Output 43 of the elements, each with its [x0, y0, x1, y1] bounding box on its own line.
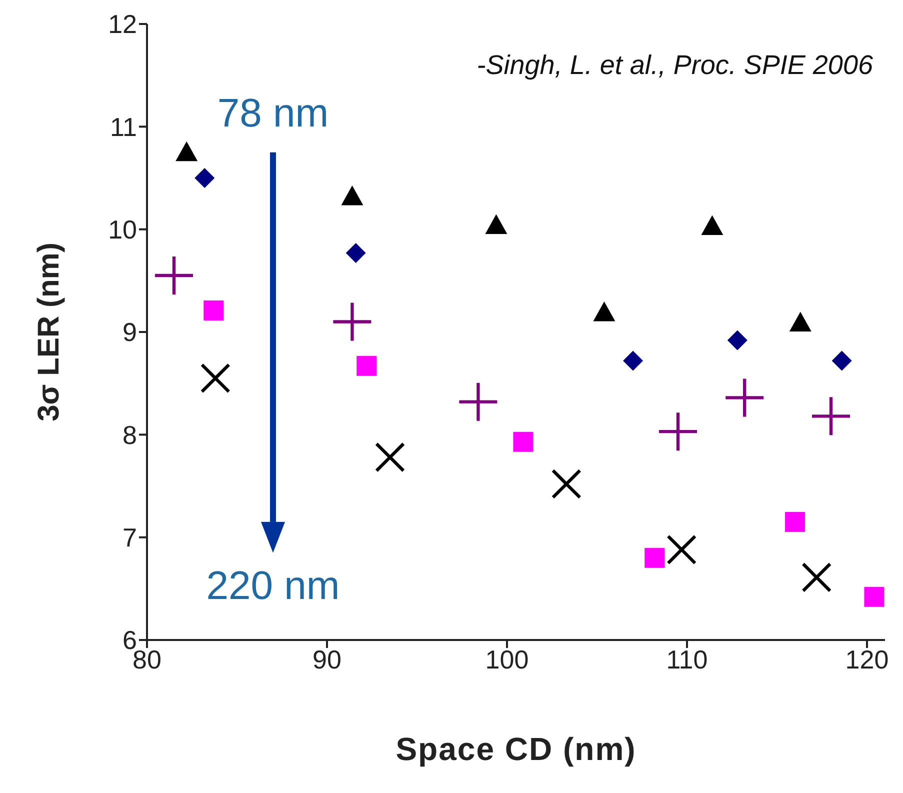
point	[513, 432, 534, 452]
y-tick-label: 8	[122, 420, 137, 450]
x-tick-label: 120	[845, 644, 889, 674]
point	[701, 215, 724, 236]
x-axis-title: Space CD (nm)	[396, 731, 636, 767]
x-tick-label: 100	[485, 644, 529, 674]
point	[356, 356, 377, 376]
point	[375, 442, 405, 472]
point	[812, 397, 850, 436]
point	[802, 562, 832, 592]
annotation: 220 nm	[206, 564, 340, 608]
x-tick-label: 90	[312, 644, 342, 674]
point	[155, 256, 193, 295]
point	[667, 535, 696, 564]
y-tick-label: 11	[110, 112, 137, 142]
y-tick-label: 10	[108, 214, 137, 245]
y-tick-label: 7	[122, 522, 137, 553]
point	[864, 586, 884, 607]
annotation: -Singh, L. et al., Proc. SPIE 2006	[476, 50, 874, 80]
point	[623, 350, 643, 371]
point	[785, 512, 805, 532]
point	[726, 378, 764, 417]
point	[832, 350, 852, 371]
point	[485, 214, 508, 234]
point	[346, 242, 366, 263]
annotation: 78 nm	[217, 92, 329, 136]
point	[204, 300, 224, 320]
point	[727, 330, 748, 350]
point	[789, 312, 812, 332]
point	[593, 301, 616, 322]
point	[459, 382, 498, 421]
y-tick-label: 9	[122, 317, 137, 348]
y-axis-title: 3σ LER (nm)	[32, 242, 66, 422]
point	[200, 364, 230, 393]
point	[644, 548, 665, 568]
point	[552, 469, 581, 499]
point	[341, 185, 364, 206]
y-tick-label: 12	[108, 9, 137, 40]
point	[194, 168, 215, 188]
x-tick-label: 110	[666, 644, 708, 674]
point	[659, 412, 697, 451]
point	[176, 141, 198, 162]
point	[333, 302, 372, 341]
